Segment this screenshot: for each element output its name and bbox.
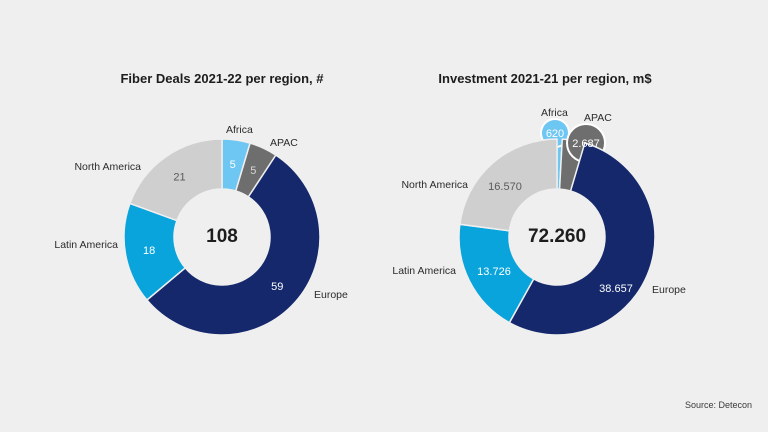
value-label-latin-america: 18 <box>143 245 155 257</box>
category-label-europe: Europe <box>314 289 348 301</box>
slice-latin-america <box>458 223 535 324</box>
donut-slices <box>123 138 321 336</box>
category-label-apac: APAC <box>584 112 612 124</box>
value-label-latin-america: 13.726 <box>477 266 511 278</box>
category-label-north-america: North America <box>401 179 468 191</box>
slice-europe <box>145 154 321 336</box>
slice-north-america <box>128 138 223 222</box>
chart-title: Fiber Deals 2021-22 per region, # <box>120 71 324 86</box>
total-label: 72.260 <box>528 226 586 247</box>
category-label-europe: Europe <box>652 284 686 296</box>
category-label-latin-america: Latin America <box>54 239 118 251</box>
value-label-europe: 59 <box>271 281 283 293</box>
value-label-europe: 38.657 <box>599 283 633 295</box>
category-label-latin-america: Latin America <box>392 265 456 277</box>
total-label: 108 <box>206 226 238 247</box>
donut-slices <box>458 118 656 336</box>
value-label-north-america: 21 <box>173 171 185 183</box>
value-label-apac: 2.687 <box>572 138 600 150</box>
category-label-apac: APAC <box>270 137 298 149</box>
category-label-africa: Africa <box>541 107 568 119</box>
value-label-africa: 5 <box>230 159 236 171</box>
value-label-north-america: 16.570 <box>488 181 522 193</box>
value-label-africa: 620 <box>546 128 564 140</box>
source-note: Source: Detecon <box>685 400 752 410</box>
category-label-north-america: North America <box>74 161 141 173</box>
chart-investment: Investment 2021-21 per region, m$ 620 Afr… <box>392 71 686 336</box>
slice-north-america <box>458 138 558 232</box>
slice-europe <box>508 142 656 336</box>
value-label-apac: 5 <box>250 165 256 177</box>
category-label-africa: Africa <box>226 124 253 136</box>
donut-labels: 5 Africa 5 APAC 59 Europe 18 Latin America 21 Nor… <box>54 124 348 301</box>
chart-title: Investment 2021-21 per region, m$ <box>438 71 652 86</box>
chart-fiber-deals: Fiber Deals 2021-22 per region, # 5 Afric… <box>54 71 348 336</box>
donut-labels: 620 Africa 2.687 APAC 38.657 Europe 13.726 Lati… <box>392 107 686 296</box>
